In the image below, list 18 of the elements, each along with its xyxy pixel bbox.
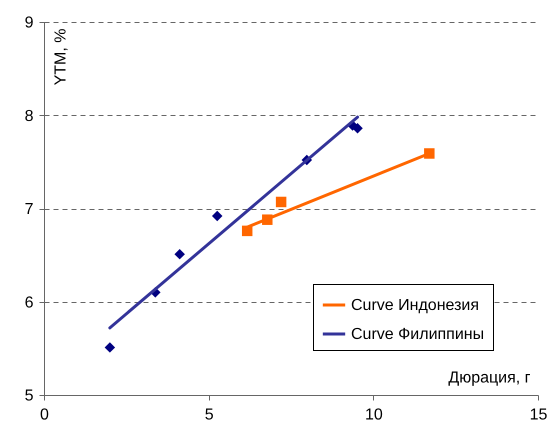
legend-label: Curve Филиппины	[351, 326, 484, 343]
x-tick-label: 15	[530, 406, 548, 424]
point	[104, 342, 116, 353]
x-tick-label: 0	[40, 406, 50, 424]
y-tick-label: 7	[24, 201, 34, 218]
x-tick-label: 10	[364, 406, 383, 424]
point	[276, 196, 286, 208]
y-tick-label: 6	[24, 294, 34, 312]
y-tick-label: 5	[24, 388, 34, 404]
x-axis-title: Дюрация, г	[448, 370, 531, 386]
y-tick-label: 8	[24, 108, 34, 125]
y-tick-label: 9	[24, 14, 34, 32]
y-axis-title: YTM, %	[52, 28, 70, 86]
point	[174, 248, 185, 260]
legend-label: Curve Индонезия	[351, 297, 480, 314]
point	[212, 210, 222, 222]
point	[352, 123, 363, 134]
x-tick-label: 5	[204, 406, 214, 424]
